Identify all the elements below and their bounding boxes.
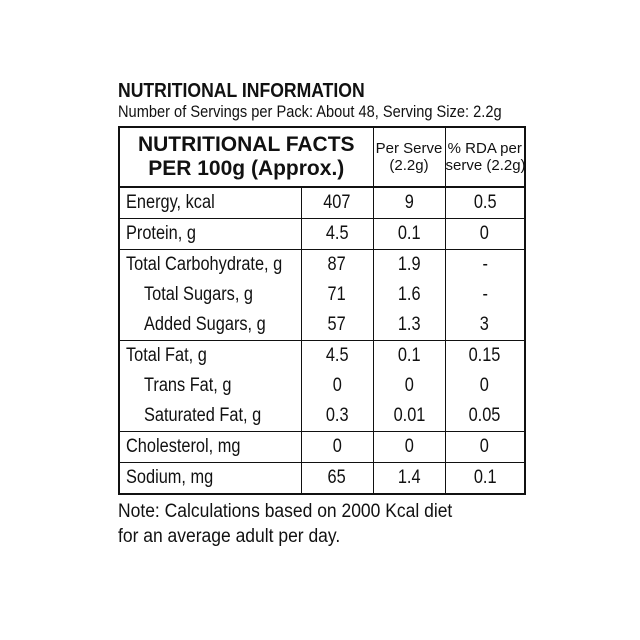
section-title: NUTRITIONAL INFORMATION	[118, 80, 365, 102]
value-per-100g: 0	[300, 431, 374, 463]
value-rda: -	[444, 249, 526, 280]
value-per-serve: 9	[372, 187, 446, 219]
value-per-serve: 0.1	[372, 218, 446, 250]
value-rda: 0	[444, 371, 526, 401]
table-row: Cholesterol, mg 0 0 0	[118, 431, 526, 463]
header-nutritional-facts: NUTRITIONAL FACTS PER 100g (Approx.)	[118, 127, 374, 188]
table-header-row: NUTRITIONAL FACTS PER 100g (Approx.) Per…	[118, 127, 526, 188]
nutrient-label: Total Fat, g	[118, 340, 302, 371]
value-per-100g: 0	[300, 371, 374, 401]
header-per-serve: Per Serve (2.2g)	[372, 127, 446, 188]
serving-info: Number of Servings per Pack: About 48, S…	[118, 102, 502, 121]
value-rda: -	[444, 280, 526, 310]
table-row: Protein, g 4.5 0.1 0	[118, 218, 526, 250]
table-row: Added Sugars, g 57 1.3 3	[118, 310, 526, 341]
table-row: Trans Fat, g 0 0 0	[118, 371, 526, 401]
nutrition-table: NUTRITIONAL FACTS PER 100g (Approx.) Per…	[118, 126, 527, 495]
value-per-serve: 0.01	[372, 401, 446, 432]
nutrient-label: Protein, g	[118, 218, 302, 250]
nutrient-label: Added Sugars, g	[118, 310, 302, 341]
value-per-100g: 71	[300, 280, 374, 310]
value-per-serve: 1.9	[372, 249, 446, 280]
table-row: Saturated Fat, g 0.3 0.01 0.05	[118, 401, 526, 432]
value-per-100g: 65	[300, 462, 374, 495]
value-per-serve: 1.3	[372, 310, 446, 341]
header-rda: % RDA per serve (2.2g)	[444, 127, 526, 188]
table-row: Total Sugars, g 71 1.6 -	[118, 280, 526, 310]
value-per-serve: 1.4	[372, 462, 446, 495]
nutrient-label: Cholesterol, mg	[118, 431, 302, 463]
nutrient-label: Total Sugars, g	[118, 280, 302, 310]
value-rda: 0.05	[444, 401, 526, 432]
footnote-line1: Note: Calculations based on 2000 Kcal di…	[118, 501, 453, 522]
table-row: Total Fat, g 4.5 0.1 0.15	[118, 340, 526, 371]
nutrient-label: Energy, kcal	[118, 187, 302, 219]
table-row: Energy, kcal 407 9 0.5	[118, 187, 526, 219]
table-row: Sodium, mg 65 1.4 0.1	[118, 462, 526, 495]
nutrient-label: Saturated Fat, g	[118, 401, 302, 432]
footnote-line2: for an average adult per day.	[118, 526, 341, 547]
value-rda: 0	[444, 431, 526, 463]
value-per-100g: 0.3	[300, 401, 374, 432]
nutrient-label: Total Carbohydrate, g	[118, 249, 302, 280]
value-per-serve: 0.1	[372, 340, 446, 371]
value-per-100g: 57	[300, 310, 374, 341]
value-per-serve: 0	[372, 371, 446, 401]
nutrient-label: Trans Fat, g	[118, 371, 302, 401]
value-per-100g: 4.5	[300, 218, 374, 250]
value-rda: 0	[444, 218, 526, 250]
value-rda: 3	[444, 310, 526, 341]
value-rda: 0.1	[444, 462, 526, 495]
header-per-serve-line2: (2.2g)	[389, 157, 429, 174]
value-rda: 0.5	[444, 187, 526, 219]
footnote: Note: Calculations based on 2000 Kcal di…	[118, 499, 497, 549]
table-row: Total Carbohydrate, g 87 1.9 -	[118, 249, 526, 280]
value-per-serve: 0	[372, 431, 446, 463]
header-rda-line2: serve (2.2g)	[445, 157, 526, 174]
nutrition-panel: NUTRITIONAL INFORMATION Number of Servin…	[118, 80, 530, 549]
value-rda: 0.15	[444, 340, 526, 371]
header-rda-line1: % RDA per	[447, 140, 522, 157]
header-facts-line1: NUTRITIONAL FACTS	[137, 133, 355, 156]
value-per-100g: 87	[300, 249, 374, 280]
header-facts-line2: PER 100g (Approx.)	[148, 157, 345, 180]
header-per-serve-line1: Per Serve	[375, 140, 443, 157]
nutrient-label: Sodium, mg	[118, 462, 302, 495]
value-per-100g: 407	[300, 187, 374, 219]
value-per-100g: 4.5	[300, 340, 374, 371]
value-per-serve: 1.6	[372, 280, 446, 310]
